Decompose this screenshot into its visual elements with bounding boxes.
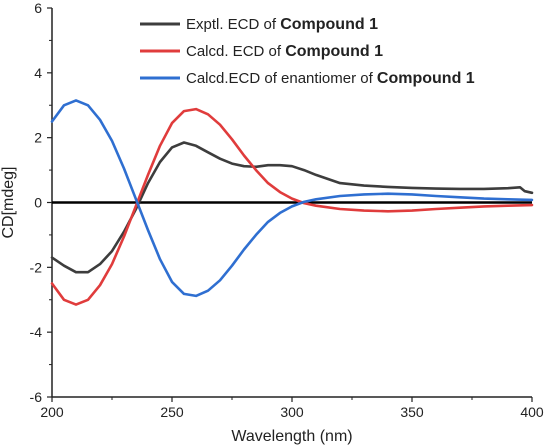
y-tick-label: 2 [34,130,42,146]
y-tick-label: -2 [30,259,43,275]
y-tick-label: 6 [34,0,42,16]
x-tick-label: 200 [40,404,64,420]
series-line-2 [50,107,534,306]
legend-label-compound: Compound 1 [377,70,475,87]
legend-label-compound: Compound 1 [285,43,383,60]
series-line-1 [50,141,534,274]
x-tick-label: 400 [520,404,544,420]
legend-label-1: Exptl. ECD of Compound 1 [186,16,378,33]
legend-label-text: Calcd. ECD of [186,43,285,60]
legend-label-text: Exptl. ECD of [186,16,280,33]
series-line-3 [50,99,534,298]
x-tick-label: 250 [160,404,184,420]
series-layer [50,99,534,306]
y-axis-title: CD[mdeg] [0,166,17,238]
legend-label-3: Calcd.ECD of enantiomer of Compound 1 [186,70,475,87]
x-tick-label: 300 [280,404,304,420]
legend-label-text: Calcd.ECD of enantiomer of [186,70,377,87]
legend-label-2: Calcd. ECD of Compound 1 [186,43,383,60]
y-tick-label: -6 [30,389,43,405]
y-tick-label: 0 [34,195,42,211]
axes [47,7,533,402]
y-tick-label: 4 [34,65,42,81]
x-tick-label: 350 [400,404,424,420]
legend-label-compound: Compound 1 [280,16,378,33]
x-axis-title: Wavelength (nm) [231,428,352,445]
y-tick-label: -4 [30,324,43,340]
tick-labels: -6 -4 -2 0 2 4 6 200 250 300 350 400 [30,0,544,420]
